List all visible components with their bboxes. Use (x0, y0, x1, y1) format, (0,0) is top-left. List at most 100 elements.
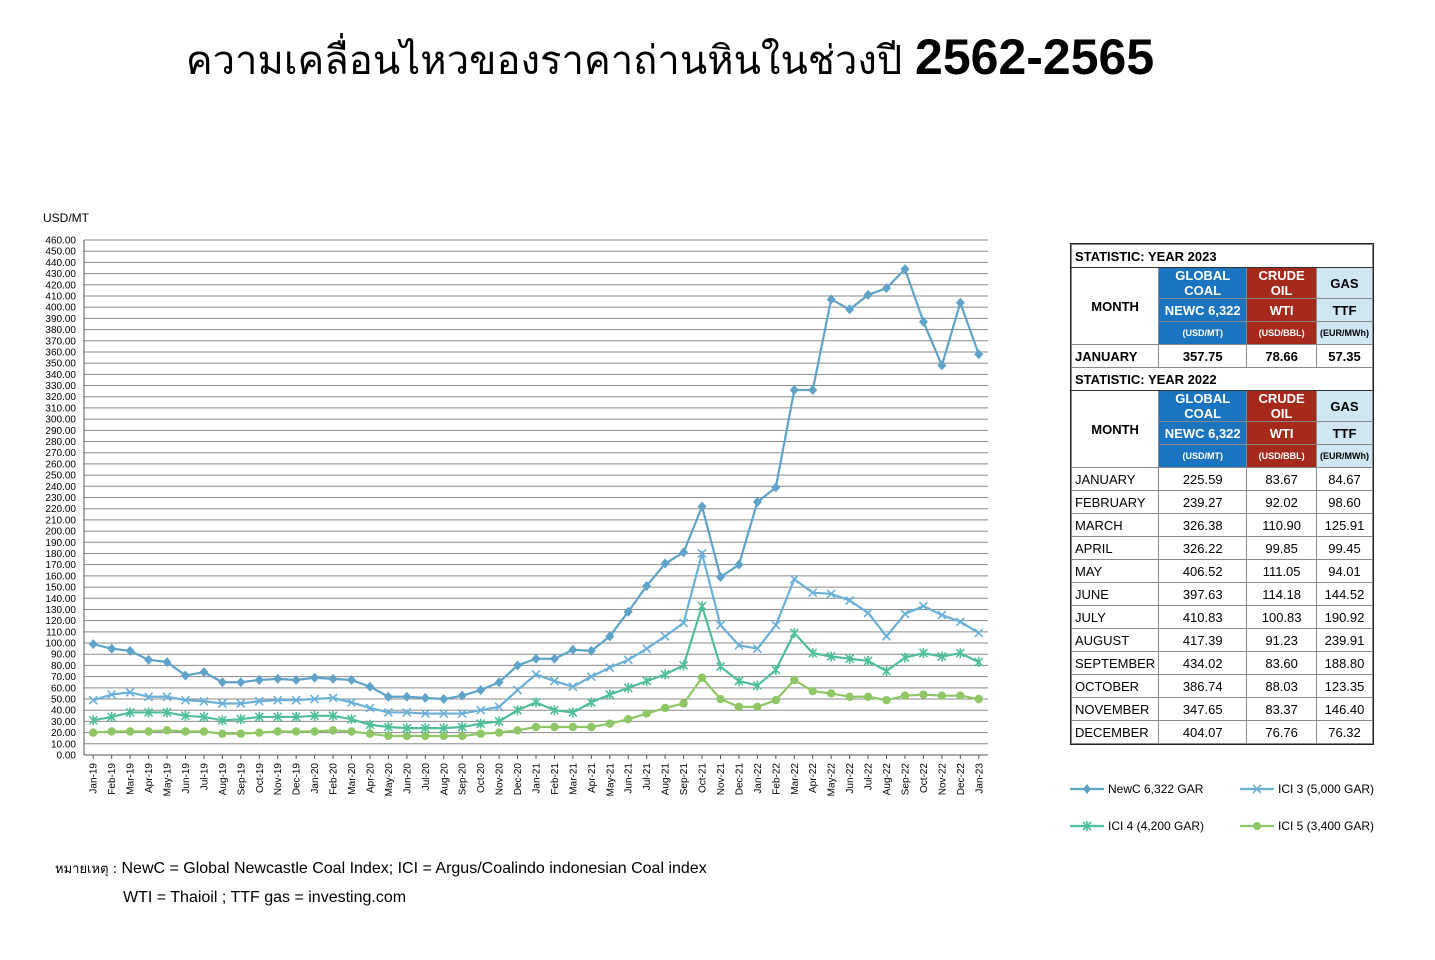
month-cell: JULY (1070, 605, 1160, 629)
x-tick-label: Nov-20 (495, 763, 506, 796)
data-point (974, 657, 984, 668)
data-point (882, 283, 892, 294)
data-point (144, 654, 154, 665)
month-cell: AUGUST (1070, 628, 1160, 652)
y-tick-label: 360.00 (45, 347, 76, 358)
data-point (346, 697, 357, 707)
x-tick-label: Aug-20 (439, 763, 450, 796)
x-tick-label: Jul-19 (199, 763, 210, 791)
data-point (273, 711, 283, 722)
y-tick-label: 210.00 (45, 515, 76, 526)
y-tick-label: 380.00 (45, 325, 76, 336)
data-point (752, 680, 762, 691)
x-tick-label: Aug-22 (882, 763, 893, 796)
data-point (826, 689, 836, 698)
x-tick-label: Jul-21 (642, 763, 653, 791)
table-row: DECEMBER 404.07 76.76 76.32 (1070, 720, 1374, 744)
gas-value: 188.80 (1315, 651, 1374, 675)
data-point (586, 697, 596, 708)
month-header: MONTH (1070, 267, 1160, 345)
y-tick-label: 0.00 (57, 751, 77, 762)
section-title: STATISTIC: YEAR 2023 (1071, 244, 1373, 268)
gas-unit: (EUR/MWh) (1315, 444, 1374, 468)
data-point (734, 676, 744, 687)
data-point (790, 675, 799, 685)
month-cell: APRIL (1070, 536, 1160, 560)
x-tick-label: Nov-21 (716, 763, 727, 796)
x-tick-label: Jul-22 (864, 763, 875, 791)
coal-header: GLOBAL COAL (1158, 390, 1248, 422)
data-point (863, 289, 873, 300)
data-point (217, 698, 227, 709)
x-tick-label: Aug-19 (218, 763, 229, 796)
gas-value: 84.67 (1315, 467, 1374, 491)
gas-value: 123.35 (1315, 674, 1374, 698)
data-point (605, 631, 615, 642)
table-row: JANUARY 357.75 78.66 57.35 (1070, 344, 1374, 368)
data-point (217, 677, 227, 688)
data-point (107, 689, 117, 700)
gas-subheader: TTF (1315, 421, 1374, 445)
data-point (144, 727, 153, 736)
data-point (660, 703, 670, 713)
data-point (734, 640, 744, 650)
coal-value: 239.27 (1158, 490, 1248, 514)
data-point (955, 617, 965, 627)
data-point (881, 631, 892, 641)
oil-value: 111.05 (1246, 559, 1317, 583)
data-point (937, 651, 947, 662)
oil-value: 91.23 (1246, 628, 1317, 652)
statistics-table: STATISTIC: YEAR 2023 MONTH GLOBAL COAL CRUD… (1070, 244, 1374, 744)
x-tick-label: Aug-21 (661, 763, 672, 796)
data-point (512, 685, 523, 695)
data-point (457, 690, 467, 701)
data-point (402, 731, 412, 741)
data-point (974, 628, 984, 638)
title-years: 2562-2565 (915, 29, 1155, 85)
table-row: FEBRUARY 239.27 92.02 98.60 (1070, 490, 1374, 514)
coal-subheader: NEWC 6,322 (1158, 421, 1248, 445)
y-tick-label: 330.00 (45, 381, 76, 392)
x-tick-label: Mar-19 (126, 763, 137, 795)
oil-value: 83.37 (1246, 697, 1317, 721)
data-point (291, 695, 301, 705)
page-title: ความเคลื่อนไหวของราคาถ่านหินในช่วงปี 256… (0, 28, 1340, 92)
x-tick-label: Apr-19 (144, 763, 155, 793)
coal-value: 347.65 (1158, 697, 1248, 721)
data-point (752, 644, 762, 654)
data-point (383, 691, 393, 702)
coal-unit: (USD/MT) (1158, 444, 1248, 468)
month-cell: SEPTEMBER (1070, 651, 1160, 675)
legend-swatch (1070, 784, 1104, 794)
data-point (402, 707, 412, 718)
coal-unit: (USD/MT) (1158, 321, 1248, 345)
table-row: APRIL 326.22 99.85 99.45 (1070, 536, 1374, 560)
data-point (347, 727, 356, 736)
gas-value: 76.32 (1315, 720, 1374, 744)
series-group (89, 673, 983, 741)
y-tick-label: 50.00 (51, 695, 76, 706)
y-tick-label: 160.00 (45, 571, 76, 582)
data-point (642, 644, 652, 654)
data-point (458, 731, 467, 741)
y-tick-label: 250.00 (45, 471, 76, 482)
x-tick-label: Jun-21 (624, 763, 635, 794)
y-tick-label: 450.00 (45, 247, 76, 258)
oil-subheader: WTI (1246, 421, 1317, 445)
coal-value: 225.59 (1158, 467, 1248, 491)
gas-value: 190.92 (1315, 605, 1374, 629)
data-point (808, 648, 818, 659)
data-point (199, 696, 209, 706)
x-tick-label: Jul-20 (421, 763, 432, 791)
month-header: MONTH (1070, 390, 1160, 468)
gas-value: 94.01 (1315, 559, 1374, 583)
data-point (457, 709, 467, 719)
data-point (439, 709, 449, 719)
legend-item: NewC 6,322 GAR (1070, 781, 1203, 797)
data-point (476, 705, 486, 715)
x-tick-label: Mar-21 (568, 763, 579, 795)
data-point (937, 610, 947, 620)
gas-subheader: TTF (1315, 298, 1374, 322)
x-tick-label: Nov-22 (937, 763, 948, 796)
data-point (863, 608, 873, 618)
